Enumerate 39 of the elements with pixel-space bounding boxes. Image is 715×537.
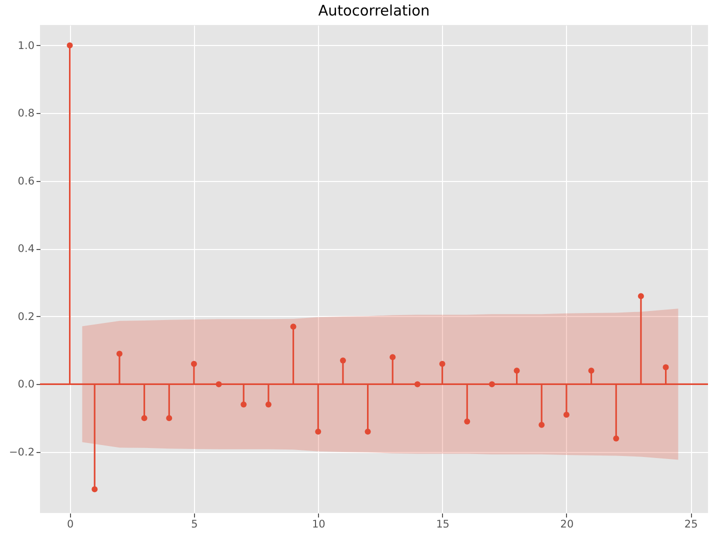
point (340, 358, 346, 364)
point (514, 368, 520, 374)
point (290, 324, 296, 330)
x-tick-label: 0 (66, 518, 74, 530)
point (265, 402, 272, 408)
chart-title: Autocorrelation (318, 4, 430, 20)
point (439, 360, 446, 367)
x-tick-label: 5 (191, 518, 198, 530)
x-tick-label: 15 (436, 518, 450, 530)
y-tick-label: 0.8 (18, 108, 34, 120)
x-tick-label: 25 (684, 518, 698, 530)
y-tick-label: 0.0 (18, 378, 34, 391)
y-tick-label: 0.4 (18, 243, 35, 256)
point (638, 293, 644, 300)
point (240, 402, 247, 408)
point (216, 381, 222, 388)
point (390, 354, 396, 360)
point (116, 350, 122, 357)
point (364, 428, 371, 435)
y-tick-label: 1.0 (18, 40, 34, 52)
y-tick-label: 0.2 (18, 310, 34, 323)
point (464, 418, 470, 424)
point (315, 428, 322, 435)
point (190, 360, 197, 367)
point (92, 486, 98, 492)
point (141, 415, 148, 422)
point (166, 415, 172, 422)
y-tick-label: 0.6 (18, 175, 35, 188)
point (538, 422, 545, 428)
point (613, 435, 620, 442)
point (414, 381, 420, 388)
point (488, 381, 495, 388)
y-tick-label: −0.2 (9, 446, 34, 458)
x-tick-label: 10 (312, 518, 326, 530)
point (588, 368, 594, 374)
point (662, 364, 669, 370)
x-tick-label: 20 (560, 518, 574, 530)
point (563, 412, 570, 418)
point (66, 42, 73, 48)
